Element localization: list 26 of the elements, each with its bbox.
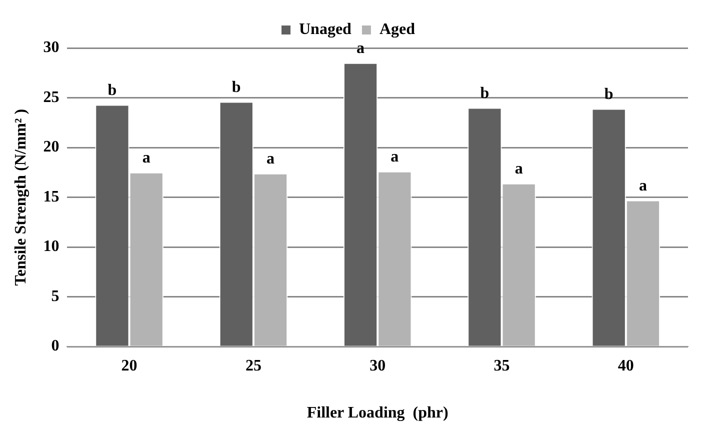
y-tick-label: 25 <box>43 88 60 106</box>
legend-label: Aged <box>379 21 416 38</box>
y-tick-label: 10 <box>43 238 60 256</box>
data-label: a <box>390 148 399 166</box>
x-tick-label: 40 <box>618 357 634 374</box>
y-tick-label: 15 <box>43 188 60 206</box>
data-label: b <box>232 78 241 96</box>
legend-label: Unaged <box>298 21 352 38</box>
data-label: b <box>604 86 614 103</box>
y-axis-title: Tensile Strength (N/mm² ) <box>12 108 30 286</box>
y-tick-label: 5 <box>51 288 60 305</box>
data-label: a <box>514 160 523 178</box>
x-tick-label: 30 <box>370 357 386 374</box>
y-tick-label: 0 <box>51 338 60 355</box>
data-label: a <box>142 150 150 167</box>
x-tick-label: 20 <box>121 357 138 374</box>
data-label: a <box>266 150 275 168</box>
y-tick-label: 30 <box>43 39 60 56</box>
y-tick-label: 20 <box>43 138 60 156</box>
data-label: b <box>480 84 490 102</box>
x-tick-label: 35 <box>494 357 510 374</box>
data-label: a <box>356 40 365 58</box>
x-tick-label: 25 <box>245 357 262 374</box>
x-axis-title: Filler Loading (phr) <box>306 404 448 422</box>
data-label: a <box>638 177 647 194</box>
data-label: b <box>108 82 117 99</box>
